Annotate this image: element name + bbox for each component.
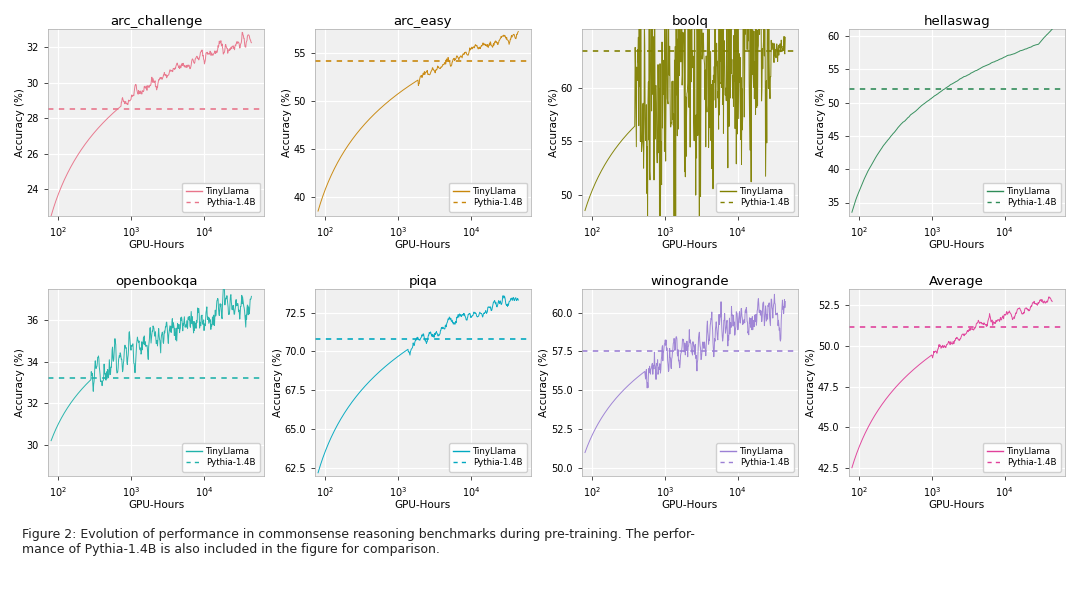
Legend: TinyLlama, Pythia-1.4B: TinyLlama, Pythia-1.4B [983,183,1061,212]
X-axis label: GPU-Hours: GPU-Hours [395,240,451,250]
Y-axis label: Accuracy (%): Accuracy (%) [540,348,550,417]
Text: Figure 2: Evolution of performance in commonsense reasoning benchmarks during pr: Figure 2: Evolution of performance in co… [22,528,694,556]
Legend: TinyLlama, Pythia-1.4B: TinyLlama, Pythia-1.4B [183,183,260,212]
Title: hellaswag: hellaswag [923,15,990,28]
X-axis label: GPU-Hours: GPU-Hours [395,500,451,510]
Legend: TinyLlama, Pythia-1.4B: TinyLlama, Pythia-1.4B [716,183,794,212]
Y-axis label: Accuracy (%): Accuracy (%) [15,88,25,157]
X-axis label: GPU-Hours: GPU-Hours [929,500,985,510]
X-axis label: GPU-Hours: GPU-Hours [127,240,184,250]
X-axis label: GPU-Hours: GPU-Hours [929,240,985,250]
Title: openbookqa: openbookqa [114,275,198,288]
Title: Average: Average [930,275,984,288]
Title: arc_challenge: arc_challenge [110,15,202,28]
X-axis label: GPU-Hours: GPU-Hours [662,240,718,250]
Title: piqa: piqa [408,275,437,288]
Legend: TinyLlama, Pythia-1.4B: TinyLlama, Pythia-1.4B [983,443,1061,471]
Y-axis label: Accuracy (%): Accuracy (%) [807,348,816,417]
Y-axis label: Accuracy (%): Accuracy (%) [282,88,292,157]
Legend: TinyLlama, Pythia-1.4B: TinyLlama, Pythia-1.4B [183,443,260,471]
Y-axis label: Accuracy (%): Accuracy (%) [815,88,825,157]
Legend: TinyLlama, Pythia-1.4B: TinyLlama, Pythia-1.4B [449,443,527,471]
X-axis label: GPU-Hours: GPU-Hours [127,500,184,510]
Legend: TinyLlama, Pythia-1.4B: TinyLlama, Pythia-1.4B [716,443,794,471]
Title: arc_easy: arc_easy [394,15,453,28]
Y-axis label: Accuracy (%): Accuracy (%) [549,88,558,157]
Legend: TinyLlama, Pythia-1.4B: TinyLlama, Pythia-1.4B [449,183,527,212]
Title: winogrande: winogrande [650,275,729,288]
X-axis label: GPU-Hours: GPU-Hours [662,500,718,510]
Title: boolq: boolq [672,15,708,28]
Y-axis label: Accuracy (%): Accuracy (%) [15,348,25,417]
Y-axis label: Accuracy (%): Accuracy (%) [272,348,283,417]
